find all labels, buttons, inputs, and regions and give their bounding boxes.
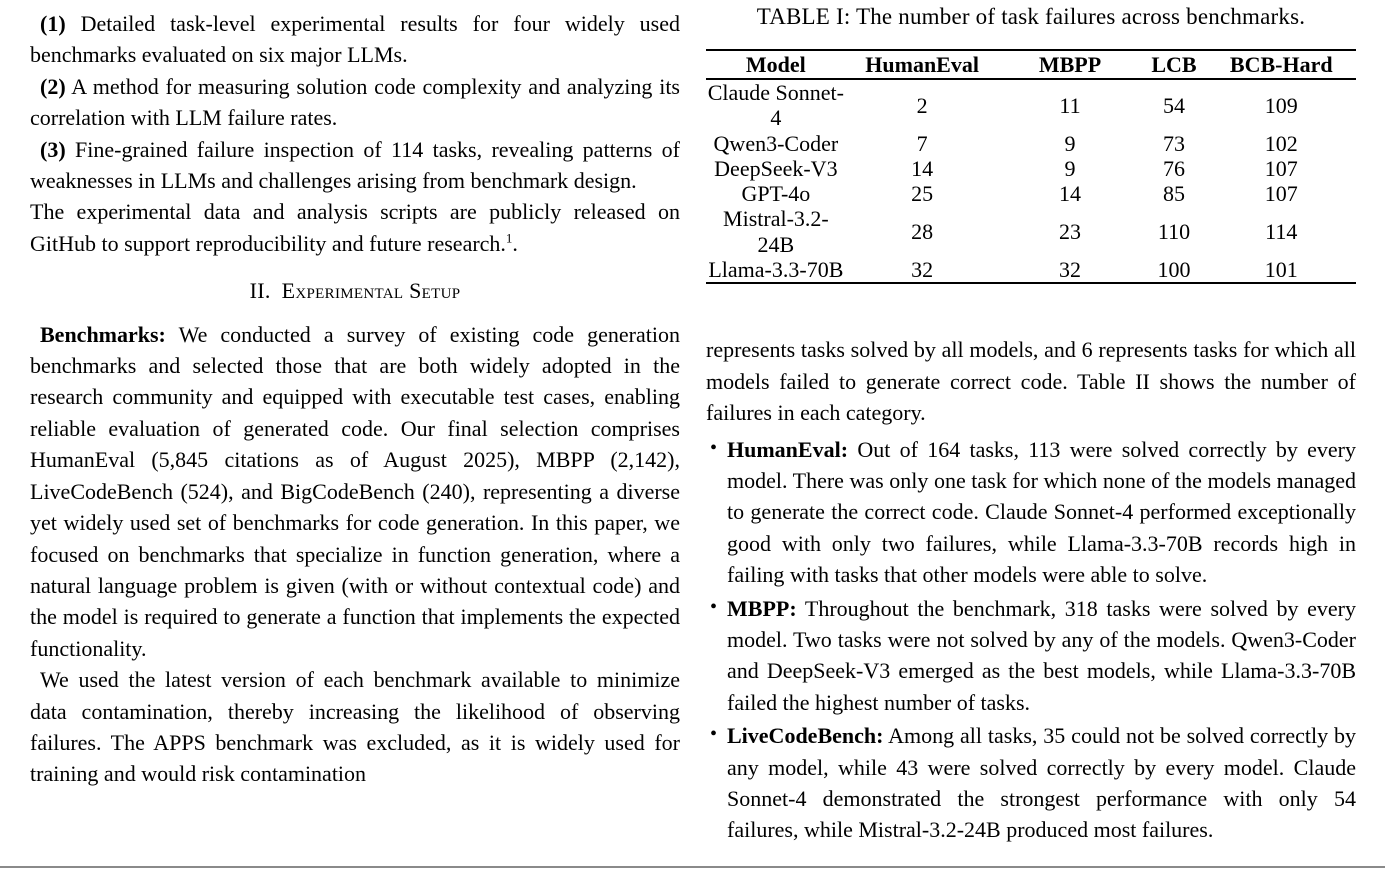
value-cell: 101 [1264, 257, 1298, 283]
bullet-mbpp-text: Throughout the benchmark, 318 tasks were… [727, 595, 1356, 715]
value-cell: 14 [911, 155, 934, 181]
table-row: DeepSeek-V3 14 9 76 107 [706, 156, 1356, 181]
model-cell: DeepSeek-V3 [714, 155, 838, 181]
release-note-paragraph: The experimental data and analysis scrip… [30, 196, 680, 259]
bullet-livecodebench: • LiveCodeBench: Among all tasks, 35 cou… [706, 720, 1356, 846]
value-cell: 9 [1064, 155, 1076, 181]
value-cell: 114 [1265, 219, 1298, 245]
bullet-icon: • [710, 723, 718, 746]
continuation-paragraph: represents tasks solved by all models, a… [706, 337, 1356, 426]
benchmark-bullet-list: • HumanEval: Out of 164 tasks, 113 were … [706, 434, 1356, 846]
value-cell: 11 [1059, 92, 1081, 118]
section-title: Experimental Setup [281, 278, 461, 304]
table-row: Mistral-3.2-24B 28 23 110 114 [706, 206, 1356, 257]
value-cell: 9 [1064, 130, 1076, 156]
benchmarks-lead: Benchmarks: [40, 321, 166, 347]
contribution-1: (1) Detailed task-level experimental res… [30, 8, 680, 71]
contribution-3-text: Fine-grained failure inspection of 114 t… [30, 136, 681, 194]
model-cell: GPT-4o [741, 181, 811, 207]
value-cell: 23 [1059, 219, 1081, 245]
bullet-livecodebench-label: LiveCodeBench: [727, 723, 884, 749]
value-cell: 7 [916, 130, 928, 156]
bullet-humaneval-label: HumanEval: [727, 436, 849, 462]
value-cell: 109 [1264, 92, 1298, 118]
bullet-icon: • [710, 436, 718, 459]
table-row: GPT-4o 25 14 85 107 [706, 181, 1356, 206]
bullet-humaneval: • HumanEval: Out of 164 tasks, 113 were … [706, 434, 1356, 591]
benchmarks-paragraph: Benchmarks: We conducted a survey of exi… [30, 319, 680, 664]
contribution-1-label: (1) [40, 11, 66, 36]
failures-table: Model HumanEval MBPP LCB BCB-Hard Claude… [706, 49, 1356, 285]
value-cell: 14 [1059, 181, 1081, 207]
contribution-2-text: A method for measuring solution code com… [30, 73, 680, 131]
col-header-lcb: LCB [1141, 50, 1207, 80]
section-number: II. [249, 278, 271, 304]
version-paragraph: We used the latest version of each bench… [30, 667, 680, 787]
col-header-humaneval: HumanEval [845, 50, 999, 80]
value-cell: 100 [1157, 257, 1191, 283]
value-cell: 32 [911, 257, 934, 283]
contribution-1-text: Detailed task-level experimental results… [30, 11, 681, 68]
contribution-3-label: (3) [40, 136, 66, 162]
value-cell: 25 [911, 181, 934, 207]
value-cell: 2 [916, 92, 928, 118]
table-header-row: Model HumanEval MBPP LCB BCB-Hard [706, 50, 1356, 80]
right-column: TABLE I: The number of task failures acr… [706, 0, 1356, 846]
value-cell: 73 [1163, 130, 1185, 156]
table-caption: TABLE I: The number of task failures acr… [756, 4, 1306, 29]
model-cell: Mistral-3.2-24B [723, 206, 829, 257]
contribution-3: (3) Fine-grained failure inspection of 1… [30, 134, 680, 197]
benchmarks-text: We conducted a survey of existing code g… [30, 321, 680, 661]
col-header-bcb-hard: BCB-Hard [1206, 50, 1356, 80]
value-cell: 28 [911, 219, 934, 245]
footnote-marker: 1 [505, 230, 513, 246]
value-cell: 85 [1163, 181, 1185, 207]
bullet-mbpp: • MBPP: Throughout the benchmark, 318 ta… [706, 593, 1356, 719]
value-cell: 110 [1157, 219, 1191, 245]
col-header-model: Model [706, 50, 846, 80]
bullet-livecodebench-text: Among all tasks, 35 could not be solved … [727, 723, 1356, 843]
value-cell: 32 [1059, 257, 1081, 283]
section-heading: II. Experimental Setup [30, 275, 680, 306]
contribution-2-label: (2) [40, 73, 66, 99]
table-row: Claude Sonnet-4 2 11 54 109 [706, 79, 1356, 131]
bullet-icon: • [710, 595, 718, 618]
bullet-humaneval-text: Out of 164 tasks, 113 were solved correc… [727, 436, 1357, 588]
bullet-mbpp-label: MBPP: [727, 595, 797, 621]
contribution-2: (2) A method for measuring solution code… [30, 71, 680, 134]
release-note-suffix: . [512, 230, 518, 256]
viewport-bottom-edge [0, 866, 1385, 877]
table-row: Qwen3-Coder 7 9 73 102 [706, 131, 1356, 156]
col-header-mbpp: MBPP [998, 50, 1142, 80]
model-cell: Llama-3.3-70B [708, 257, 844, 283]
release-note-text: The experimental data and analysis scrip… [30, 199, 680, 256]
value-cell: 76 [1163, 155, 1185, 181]
model-cell: Qwen3-Coder [713, 130, 839, 156]
model-cell: Claude Sonnet-4 [707, 80, 844, 131]
value-cell: 54 [1163, 92, 1185, 118]
left-column: (1) Detailed task-level experimental res… [30, 0, 680, 790]
table-row: Llama-3.3-70B 32 32 100 101 [706, 257, 1356, 283]
value-cell: 107 [1264, 155, 1298, 181]
value-cell: 102 [1264, 130, 1298, 156]
value-cell: 107 [1264, 181, 1298, 207]
